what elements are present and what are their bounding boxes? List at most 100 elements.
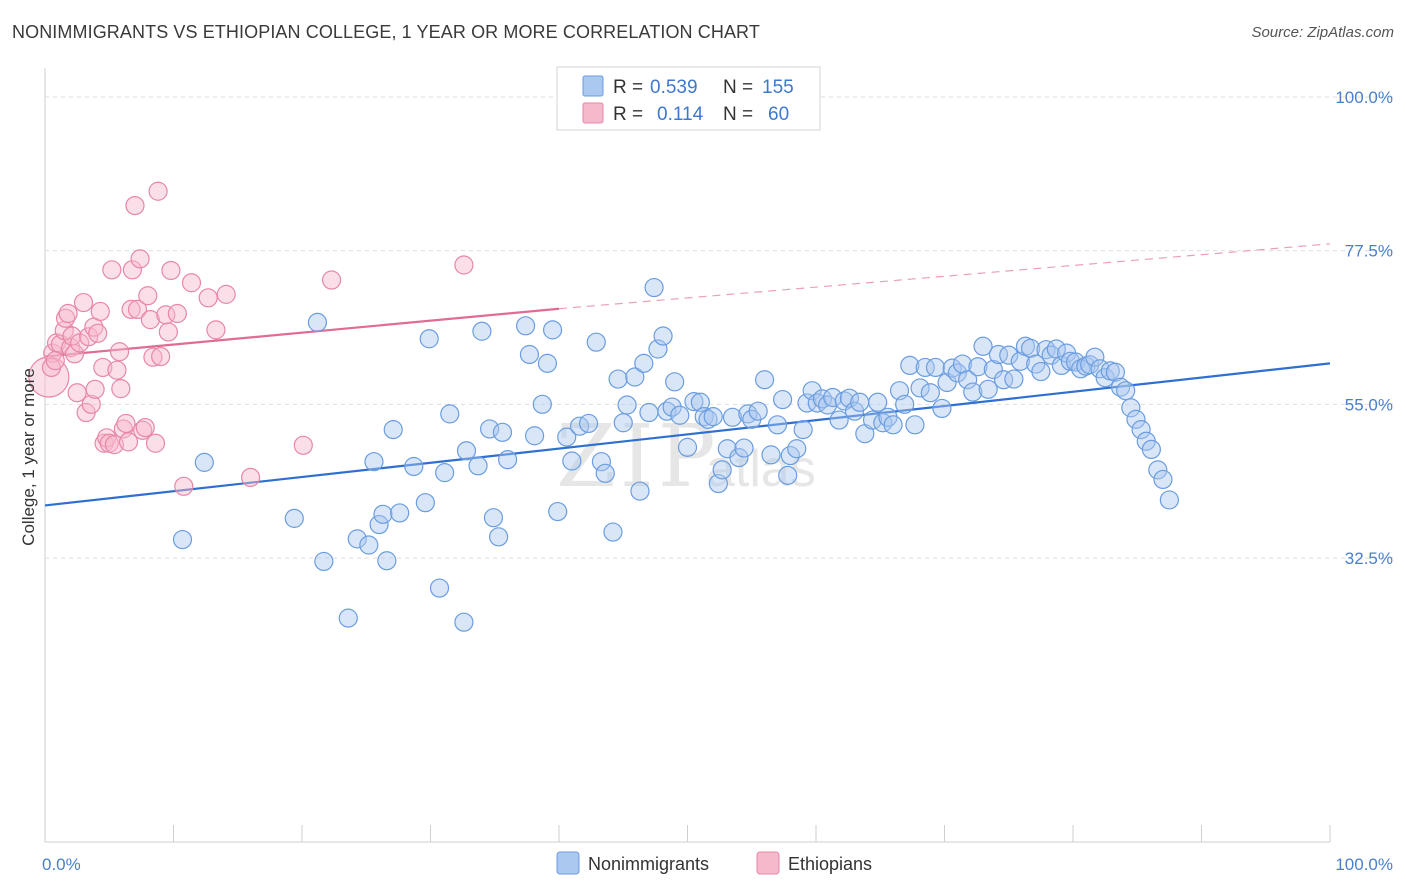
nonimmigrants-point [415, 493, 435, 513]
ethiopians-point [174, 476, 194, 496]
y-tick-label-1: 77.5% [1345, 242, 1393, 261]
legend-n-value-nonimmigrants: 155 [762, 77, 794, 98]
nonimmigrants-point [347, 529, 367, 549]
nonimmigrants-point [537, 353, 558, 373]
nonimmigrants-point [670, 405, 690, 425]
nonimmigrants-point [194, 452, 214, 472]
nonimmigrants-point [515, 316, 536, 336]
trend-line-ethiopians [44, 307, 560, 358]
bottom-legend: Nonimmigrants Ethiopians [556, 851, 872, 875]
nonimmigrants-point [562, 451, 582, 471]
nonimmigrants-point [608, 369, 628, 389]
ethiopians-point [58, 303, 78, 324]
nonimmigrants-point [630, 481, 650, 501]
ethiopians-point [81, 394, 101, 414]
nonimmigrants-point [937, 372, 957, 393]
nonimmigrants-point [369, 514, 389, 535]
ethiopians-point [111, 379, 131, 399]
nonimmigrants-point [900, 355, 920, 376]
nonimmigrants-point [359, 535, 379, 555]
tick-labels: 100.0% 77.5% 55.0% 32.5% 0.0% 100.0% [42, 88, 1393, 874]
legend: R = 0.539 N = 155 R = 0.114 N = 60 [556, 66, 821, 131]
trend-line-extension-ethiopians [558, 243, 1331, 310]
nonimmigrants-point [419, 329, 439, 349]
nonimmigrants-point [586, 332, 606, 352]
nonimmigrants-point [557, 427, 577, 447]
nonimmigrants-point [603, 522, 623, 542]
nonimmigrants-point [802, 381, 822, 401]
nonimmigrants-point [994, 370, 1014, 390]
chart-title: NONIMMIGRANTS VS ETHIOPIAN COLLEGE, 1 YE… [12, 22, 760, 42]
ethiopians-point [145, 433, 166, 453]
nonimmigrants-point [963, 382, 983, 402]
ethiopians-point [116, 413, 136, 434]
nonimmigrants-point [1105, 362, 1126, 382]
x-tick-label-1: 100.0% [1335, 855, 1393, 874]
y-tick-label-3: 32.5% [1345, 549, 1393, 568]
ethiopians-point [67, 383, 87, 403]
nonimmigrants-point [698, 409, 718, 429]
nonimmigrants-point [519, 344, 540, 365]
nonimmigrants-point [595, 463, 615, 483]
legend-swatch-ethiopians [582, 102, 604, 124]
ethiopians-point [93, 357, 113, 378]
nonimmigrants-point [895, 394, 915, 414]
nonimmigrants-point [834, 391, 854, 411]
ethiopians-point [206, 320, 226, 340]
nonimmigrants-point [440, 404, 460, 424]
nonimmigrants-point [1126, 409, 1146, 429]
ethiopians-point [321, 270, 342, 290]
nonimmigrants-point [314, 551, 334, 572]
ethiopians-point [216, 284, 236, 304]
ethiopians-point [127, 299, 148, 320]
nonimmigrants-point [1141, 439, 1161, 460]
ethiopians-point [454, 255, 474, 275]
nonimmigrants-point [542, 320, 563, 340]
nonimmigrants-point [761, 445, 781, 465]
nonimmigrants-point [1116, 381, 1136, 401]
nonimmigrants-point [1060, 351, 1081, 371]
ethiopians-point [28, 356, 70, 398]
legend-r-value-ethiopians: 0.114 [657, 104, 704, 125]
nonimmigrants-point [404, 456, 424, 477]
nonimmigrants-point [483, 508, 504, 528]
ethiopians-point [167, 303, 187, 324]
ethiopians-point [64, 344, 85, 364]
nonimmigrants-point [1085, 347, 1105, 367]
series-ethiopians [28, 181, 474, 496]
legend-swatch-nonimmigrants [582, 75, 604, 97]
nonimmigrants-point [772, 389, 793, 410]
nonimmigrants-point [532, 394, 552, 414]
y-tick-label-0: 100.0% [1335, 88, 1393, 107]
nonimmigrants-point [373, 504, 393, 524]
nonimmigrants-point [910, 378, 930, 398]
nonimmigrants-point [307, 312, 328, 332]
nonimmigrants-point [468, 456, 488, 476]
ethiopians-point [73, 292, 94, 313]
nonimmigrants-point [1041, 345, 1061, 365]
nonimmigrants-point [988, 344, 1009, 365]
nonimmigrants-point [435, 463, 455, 483]
nonimmigrants-point [639, 402, 659, 423]
nonimmigrants-point [829, 410, 849, 430]
nonimmigrants-point [1031, 361, 1051, 382]
ethiopians-point [107, 360, 127, 380]
nonimmigrants-point [617, 395, 637, 415]
nonimmigrants-point [1004, 369, 1024, 389]
nonimmigrants-point [787, 439, 807, 459]
nonimmigrants-point [489, 527, 509, 547]
ethiopians-point [293, 435, 313, 455]
nonimmigrants-point [722, 407, 743, 427]
ethiopians-point [122, 260, 142, 280]
nonimmigrants-point [958, 370, 978, 390]
nonimmigrants-point [377, 551, 397, 571]
nonimmigrants-point [578, 413, 599, 434]
bottom-legend-label-ethiopians: Ethiopians [788, 854, 872, 874]
nonimmigrants-point [734, 438, 754, 458]
nonimmigrants-point [920, 383, 940, 403]
ethiopians-point [181, 273, 202, 293]
nonimmigrants-point [703, 407, 723, 427]
ethiopians-point [143, 347, 163, 367]
ethiopians-point [85, 379, 105, 399]
